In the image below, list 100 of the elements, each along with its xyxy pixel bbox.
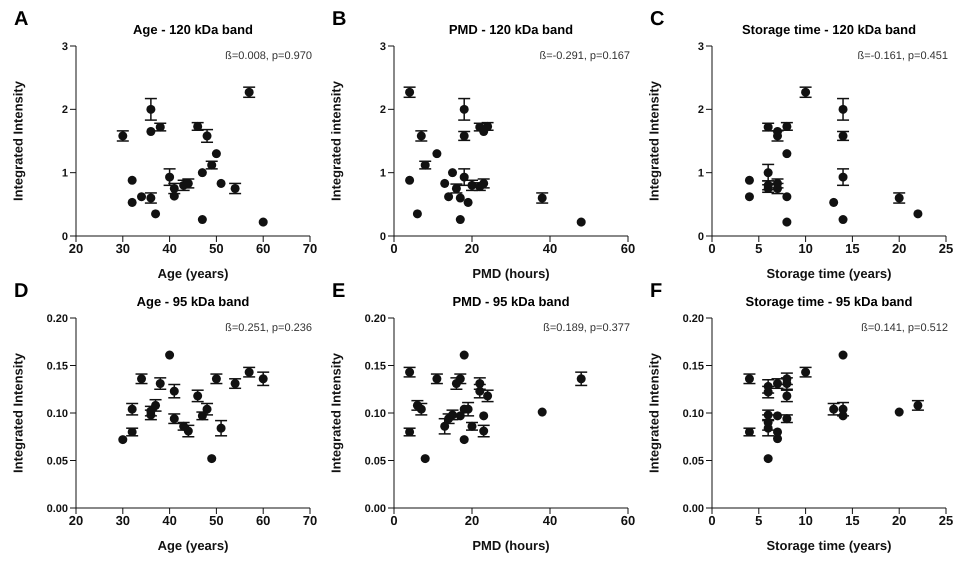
point xyxy=(460,131,469,140)
x-tick-label: 0 xyxy=(390,513,398,528)
point xyxy=(216,424,226,433)
y-tick-label: 0.05 xyxy=(364,455,386,468)
text: D xyxy=(14,280,28,303)
x-tick-label: 25 xyxy=(938,241,954,256)
y-tick-label: 0.15 xyxy=(46,360,68,372)
point xyxy=(432,149,442,158)
x-tick-label: 20 xyxy=(892,241,906,256)
y-tick-label: 0.00 xyxy=(364,502,386,515)
point xyxy=(479,411,488,420)
x-tick-label: 0 xyxy=(708,241,716,256)
y-axis-title: Integrated Intensity xyxy=(646,352,662,473)
x-tick-label: 50 xyxy=(209,513,224,528)
y-tick-label: 0 xyxy=(62,230,68,243)
y-tick-label: 3 xyxy=(380,40,386,53)
y-tick-label: 0.15 xyxy=(364,360,386,372)
y-tick-label: 3 xyxy=(62,40,68,53)
y-tick-label: 2 xyxy=(698,104,704,116)
chart-title: Storage time - 120 kDa band xyxy=(740,22,918,37)
point xyxy=(440,178,450,188)
point xyxy=(456,374,465,384)
point xyxy=(838,104,848,114)
point xyxy=(216,178,226,188)
chart-title: PMD - 95 kDa band xyxy=(451,294,571,309)
x-tick-label: 0 xyxy=(708,513,716,528)
point xyxy=(146,104,156,114)
point xyxy=(405,368,414,377)
point xyxy=(156,379,165,388)
y-tick-label: 3 xyxy=(698,40,704,53)
point xyxy=(244,88,254,97)
x-axis-title: Storage time (years) xyxy=(766,538,892,553)
point xyxy=(538,193,547,203)
point xyxy=(165,350,174,360)
x-tick-label: 50 xyxy=(209,241,224,256)
annotation: ß=0.141, p=0.512 xyxy=(861,322,948,334)
x-tick-label: 20 xyxy=(892,513,906,528)
point xyxy=(464,198,473,207)
point xyxy=(137,374,146,384)
point xyxy=(432,374,442,384)
point xyxy=(412,209,422,218)
chart-title: Storage time - 95 kDa band xyxy=(744,294,914,309)
point xyxy=(456,411,465,420)
x-tick-label: 40 xyxy=(542,241,558,256)
point xyxy=(128,404,137,414)
point xyxy=(744,192,754,202)
annotation: ß=0.008, p=0.970 xyxy=(225,50,312,62)
point xyxy=(198,168,207,178)
x-axis-title: Age (years) xyxy=(158,266,228,281)
x-tick-label: 60 xyxy=(620,241,636,256)
point xyxy=(128,427,137,437)
point xyxy=(576,374,586,384)
point xyxy=(207,454,216,464)
annotation: ß=0.189, p=0.377 xyxy=(543,322,630,334)
point xyxy=(460,172,469,182)
point xyxy=(212,374,221,384)
point xyxy=(838,215,848,224)
x-axis-title: PMD (hours) xyxy=(472,266,550,281)
point xyxy=(118,131,128,140)
x-tick-label: 10 xyxy=(798,241,813,256)
y-tick-label: 2 xyxy=(380,104,386,116)
x-tick-label: 60 xyxy=(256,513,270,528)
x-tick-label: 60 xyxy=(620,513,636,528)
point xyxy=(207,160,216,170)
y-tick-label: 1 xyxy=(698,168,704,180)
point xyxy=(184,178,193,188)
point xyxy=(170,192,179,201)
point xyxy=(405,88,414,97)
point xyxy=(448,168,458,178)
point xyxy=(483,122,492,131)
chart-title: Age - 120 kDa band xyxy=(132,22,254,37)
y-tick-label: 1 xyxy=(380,168,386,180)
y-tick-label: 0.00 xyxy=(682,502,704,515)
annotation: ß=-0.161, p=0.451 xyxy=(857,50,948,62)
y-tick-label: 0.00 xyxy=(46,502,68,515)
point xyxy=(773,411,782,420)
point xyxy=(230,184,240,194)
point xyxy=(198,215,207,224)
point xyxy=(838,350,848,360)
y-tick-label: 0 xyxy=(380,230,386,243)
y-tick-label: 0.15 xyxy=(682,360,704,372)
point xyxy=(146,126,156,136)
x-tick-label: 40 xyxy=(542,513,558,528)
y-tick-label: 0 xyxy=(698,230,704,243)
point xyxy=(801,88,810,97)
point xyxy=(146,193,156,203)
text: E xyxy=(332,280,346,303)
x-tick-label: 20 xyxy=(68,513,84,528)
point xyxy=(460,350,469,360)
point xyxy=(894,193,904,203)
point xyxy=(405,176,414,185)
point xyxy=(764,410,773,420)
x-tick-label: 20 xyxy=(464,241,480,256)
x-tick-label: 15 xyxy=(845,241,860,256)
point xyxy=(405,427,414,437)
x-tick-label: 30 xyxy=(116,241,130,256)
text: A xyxy=(14,8,28,31)
point xyxy=(576,218,586,227)
point xyxy=(137,192,146,202)
point xyxy=(838,172,848,182)
